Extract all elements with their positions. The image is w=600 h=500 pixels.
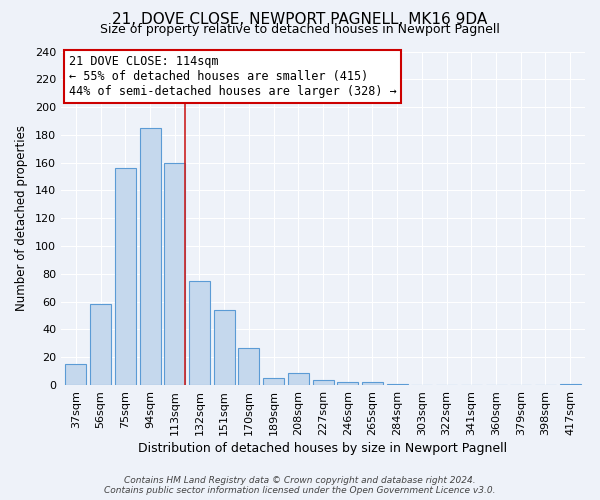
Bar [238,348,259,385]
Bar [214,310,235,385]
Bar [65,364,86,385]
Text: Contains HM Land Registry data © Crown copyright and database right 2024.
Contai: Contains HM Land Registry data © Crown c… [104,476,496,495]
Text: 21, DOVE CLOSE, NEWPORT PAGNELL, MK16 9DA: 21, DOVE CLOSE, NEWPORT PAGNELL, MK16 9D… [112,12,488,28]
Bar [313,380,334,385]
Bar [115,168,136,385]
Y-axis label: Number of detached properties: Number of detached properties [15,126,28,312]
X-axis label: Distribution of detached houses by size in Newport Pagnell: Distribution of detached houses by size … [139,442,508,455]
Bar [386,384,407,385]
Bar [560,384,581,385]
Bar [337,382,358,385]
Text: 21 DOVE CLOSE: 114sqm
← 55% of detached houses are smaller (415)
44% of semi-det: 21 DOVE CLOSE: 114sqm ← 55% of detached … [69,55,397,98]
Bar [90,304,111,385]
Bar [288,372,309,385]
Bar [362,382,383,385]
Bar [164,162,185,385]
Bar [189,281,210,385]
Bar [263,378,284,385]
Text: Size of property relative to detached houses in Newport Pagnell: Size of property relative to detached ho… [100,22,500,36]
Bar [140,128,161,385]
